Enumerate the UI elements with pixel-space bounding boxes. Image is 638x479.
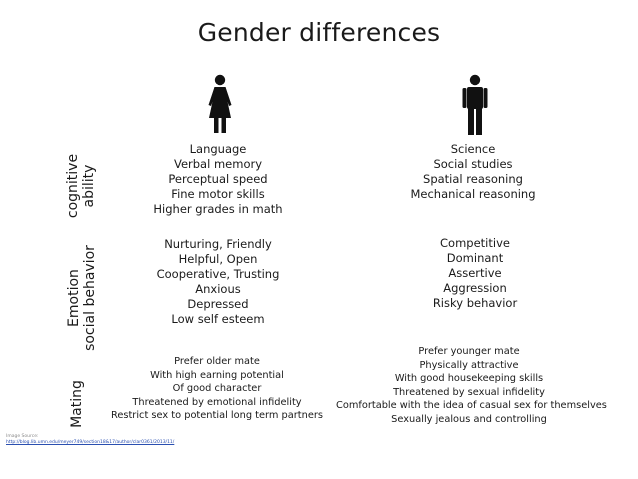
list-item: With good housekeeping skills (394, 373, 544, 384)
list-item: Restrict sex to potential long term part… (110, 410, 324, 421)
list-item: Helpful, Open (178, 252, 258, 266)
list-item: With high earning potential (150, 369, 284, 381)
list-item: Threatened by sexual infidelity (393, 386, 545, 398)
female-emotion-list: Nurturing, Friendly Helpful, Open Cooper… (108, 237, 328, 327)
list-item: Anxious (195, 282, 241, 296)
male-mating-list: Prefer younger mate Physically attractiv… (336, 345, 607, 426)
list-item: Sexually jealous and controlling (391, 413, 547, 425)
list-item: Prefer younger mate (418, 346, 520, 357)
page-title: Gender differences (197, 18, 441, 47)
list-item: Aggression (443, 281, 507, 295)
list-item: Mechanical reasoning (410, 187, 536, 201)
list-item: Perceptual speed (168, 172, 268, 186)
list-item: Prefer older mate (174, 356, 260, 367)
row-label-line: social behavior (82, 245, 98, 351)
row-label-line: Mating (69, 380, 85, 428)
row-label-line: cognitive (65, 153, 81, 219)
list-item: Higher grades in math (153, 202, 283, 216)
credit-label: Image Source: (6, 434, 39, 439)
male-person-icon (462, 74, 488, 135)
female-person-icon (208, 74, 232, 133)
row-label-emotion-social-behavior: Emotion social behavior (66, 233, 98, 363)
list-item: Science (450, 142, 496, 156)
female-mating-list: Prefer older mate With high earning pote… (102, 355, 332, 423)
list-item: Low self esteem (171, 312, 265, 326)
list-item: Comfortable with the idea of casual sex … (336, 400, 607, 411)
list-item: Language (189, 142, 247, 156)
list-item: Threatened by emotional infidelity (132, 396, 302, 408)
list-item: Depressed (187, 297, 249, 311)
list-item: Verbal memory (173, 157, 263, 171)
list-item: Cooperative, Trusting (156, 267, 280, 281)
list-item: Spatial reasoning (423, 172, 523, 186)
row-label-mating: Mating (69, 379, 85, 429)
row-label-line: ability (81, 164, 97, 208)
list-item: Risky behavior (432, 296, 518, 310)
female-cognitive-list: Language Verbal memory Perceptual speed … (108, 142, 328, 217)
row-label-cognitive-ability: cognitive ability (65, 151, 97, 221)
list-item: Dominant (446, 251, 504, 265)
list-item: Assertive (448, 266, 502, 280)
list-item: Fine motor skills (171, 187, 265, 201)
list-item: Competitive (440, 236, 510, 250)
row-label-line: Emotion (66, 269, 82, 327)
list-item: Social studies (433, 157, 513, 171)
male-emotion-list: Competitive Dominant Assertive Aggressio… (365, 236, 585, 311)
list-item: Of good character (172, 383, 262, 394)
list-item: Physically attractive (419, 359, 519, 371)
image-source-credit: Image Source: http://blog.lib.umn.edu/me… (6, 434, 174, 446)
male-cognitive-list: Science Social studies Spatial reasoning… (363, 142, 583, 202)
list-item: Nurturing, Friendly (164, 237, 272, 251)
credit-url-link[interactable]: http://blog.lib.umn.edu/meyer749/section… (6, 440, 175, 445)
